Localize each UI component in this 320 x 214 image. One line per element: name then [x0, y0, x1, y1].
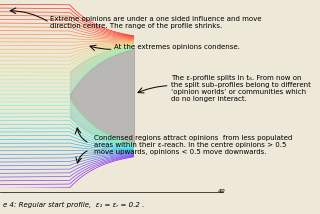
- Text: e 4: Regular start profile,  ε₁ = εᵣ = 0.2 .: e 4: Regular start profile, ε₁ = εᵣ = 0.…: [3, 201, 145, 208]
- Text: At the extremes opinions condense.: At the extremes opinions condense.: [114, 44, 239, 50]
- Text: The ε-profile splits in t₆. From now on
the split sub–profiles belong to differe: The ε-profile splits in t₆. From now on …: [171, 75, 311, 102]
- Text: Condensed regions attract opinions  from less populated
areas within their ε-rea: Condensed regions attract opinions from …: [94, 135, 293, 155]
- Text: 4P: 4P: [218, 189, 226, 194]
- Text: Extreme opinions are under a one sided influence and move
direction centre. The : Extreme opinions are under a one sided i…: [50, 16, 261, 29]
